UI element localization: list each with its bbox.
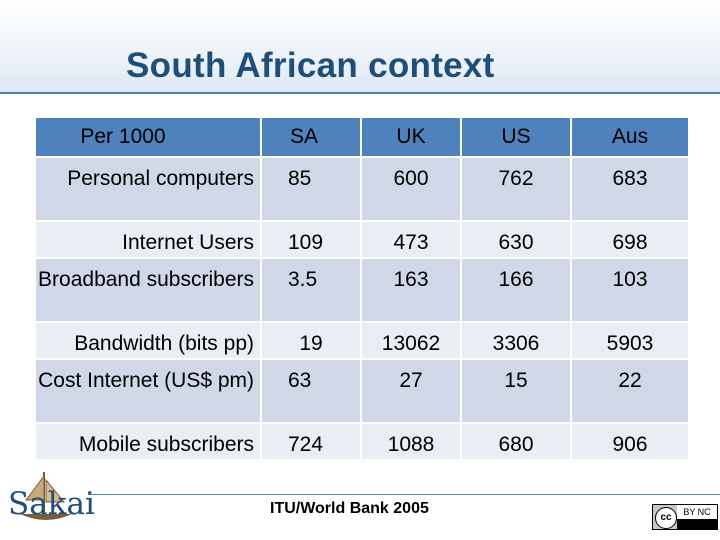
cell-us: 3306 — [462, 323, 572, 360]
title-divider — [0, 92, 720, 94]
row-label: Cost Internet (US$ pm) — [36, 360, 262, 424]
row-label: Mobile subscribers — [36, 424, 262, 461]
cc-icon: cc — [655, 507, 677, 529]
header-us: US — [462, 118, 572, 158]
cell-sa: 3.5 — [262, 259, 362, 323]
slide-title: South African context — [126, 46, 495, 85]
cell-us: 166 — [462, 259, 572, 323]
table-row: Mobile subscribers 724 1088 680 906 — [36, 424, 688, 461]
header-aus: Aus — [572, 118, 688, 158]
header-per-1000: Per 1000 — [36, 118, 262, 158]
table-row: Internet Users 109 473 630 698 — [36, 222, 688, 259]
cell-uk: 163 — [362, 259, 462, 323]
row-label: Bandwidth (bits pp) — [36, 323, 262, 360]
cell-aus: 683 — [572, 158, 688, 222]
table-header-row: Per 1000 SA UK US Aus — [36, 118, 688, 158]
cell-sa: 19 — [262, 323, 362, 360]
cell-aus: 103 — [572, 259, 688, 323]
table-row: Personal computers 85 600 762 683 — [36, 158, 688, 222]
table-row: Cost Internet (US$ pm) 63 27 15 22 — [36, 360, 688, 424]
license-icons: BY NC SA — [677, 505, 717, 531]
sakai-logo-ship-icon — [20, 472, 72, 520]
creative-commons-badge[interactable]: cc BY NC SA — [652, 504, 718, 531]
cell-uk: 27 — [362, 360, 462, 424]
cell-us: 680 — [462, 424, 572, 461]
cell-aus: 5903 — [572, 323, 688, 360]
cell-aus: 22 — [572, 360, 688, 424]
table-row: Bandwidth (bits pp) 19 13062 3306 5903 — [36, 323, 688, 360]
cell-uk: 473 — [362, 222, 462, 259]
header-sa: SA — [262, 118, 362, 158]
sakai-logo-text: Sakai — [8, 486, 95, 522]
license-bar — [677, 519, 717, 529]
cell-us: 15 — [462, 360, 572, 424]
cell-us: 630 — [462, 222, 572, 259]
cell-aus: 906 — [572, 424, 688, 461]
data-table: Per 1000 SA UK US Aus Personal computers… — [36, 118, 688, 461]
cell-uk: 600 — [362, 158, 462, 222]
table-row: Broadband subscribers 3.5 163 166 103 — [36, 259, 688, 323]
footer-divider — [88, 494, 720, 495]
cell-sa: 109 — [262, 222, 362, 259]
cell-aus: 698 — [572, 222, 688, 259]
row-label: Personal computers — [36, 158, 262, 222]
source-citation: ITU/World Bank 2005 — [270, 500, 429, 517]
row-label: Internet Users — [36, 222, 262, 259]
cell-us: 762 — [462, 158, 572, 222]
header-uk: UK — [362, 118, 462, 158]
row-label: Broadband subscribers — [36, 259, 262, 323]
cell-uk: 1088 — [362, 424, 462, 461]
cell-sa: 724 — [262, 424, 362, 461]
title-band — [0, 0, 720, 92]
cell-sa: 85 — [262, 158, 362, 222]
cell-sa: 63 — [262, 360, 362, 424]
cell-uk: 13062 — [362, 323, 462, 360]
